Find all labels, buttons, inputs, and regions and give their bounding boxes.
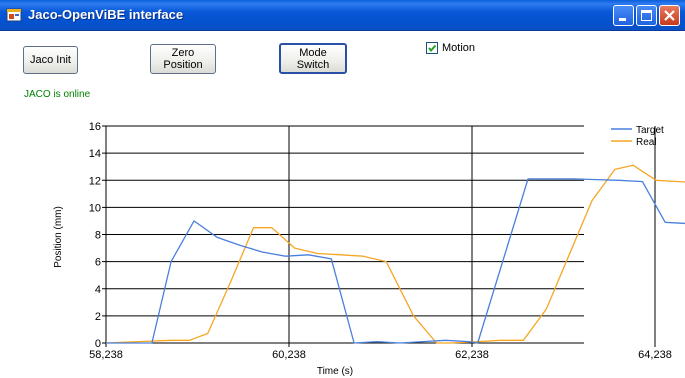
x-tick-label: 58,238 xyxy=(89,349,123,361)
series-line-real xyxy=(105,164,685,344)
motion-checkbox-group[interactable]: Motion xyxy=(426,41,475,55)
minimize-button[interactable] xyxy=(613,5,634,26)
maximize-icon xyxy=(641,10,652,21)
y-tick-label: 8 xyxy=(95,230,101,242)
y-tick-label: 12 xyxy=(89,175,101,187)
jaco-init-button[interactable]: Jaco Init xyxy=(23,46,78,74)
y-tick-label: 4 xyxy=(95,284,101,296)
close-icon xyxy=(664,10,675,21)
close-button[interactable] xyxy=(659,5,680,26)
y-axis-label: Position (mm) xyxy=(53,206,64,268)
y-tick-label: 2 xyxy=(95,311,101,323)
minimize-icon xyxy=(619,18,626,21)
checkmark-icon xyxy=(428,44,437,53)
y-tick-label: 16 xyxy=(89,121,101,133)
app-icon xyxy=(6,8,22,22)
legend-label: Real xyxy=(636,137,657,148)
motion-checkbox[interactable] xyxy=(426,42,438,54)
x-tick-label: 64,238 xyxy=(638,349,672,361)
main-panel: Jaco Init Zero Position Mode Switch Moti… xyxy=(0,31,685,378)
y-tick-label: 6 xyxy=(95,257,101,269)
x-tick-label: 62,238 xyxy=(455,349,489,361)
zero-position-button[interactable]: Zero Position xyxy=(150,44,216,74)
mode-switch-button[interactable]: Mode Switch xyxy=(279,43,347,74)
legend-label: Target xyxy=(636,125,664,136)
maximize-button[interactable] xyxy=(636,5,657,26)
title-bar[interactable]: Jaco-OpenViBE interface xyxy=(0,0,685,31)
y-tick-label: 14 xyxy=(89,148,101,160)
motion-label: Motion xyxy=(442,42,476,54)
x-tick-label: 60,238 xyxy=(272,349,306,361)
window-title: Jaco-OpenViBE interface xyxy=(28,7,184,22)
status-text: JACO is online xyxy=(24,89,91,100)
y-tick-label: 0 xyxy=(95,338,101,350)
y-tick-label: 10 xyxy=(89,202,101,214)
series-line-target xyxy=(106,178,685,344)
x-axis-label: Time (s) xyxy=(317,366,353,377)
